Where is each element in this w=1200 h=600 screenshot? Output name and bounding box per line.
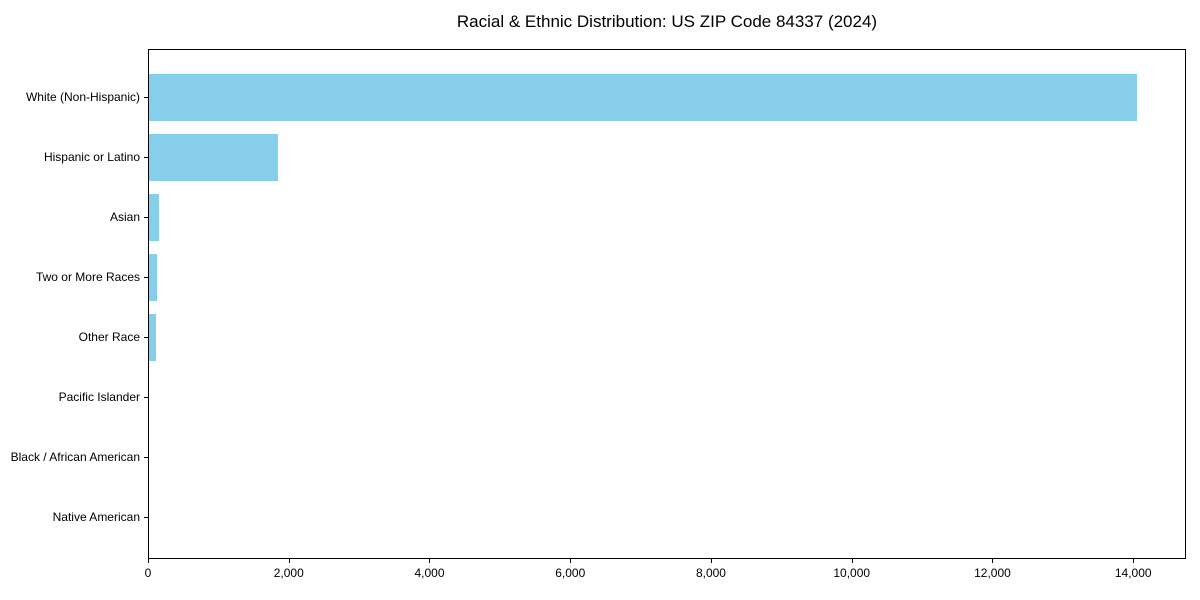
- y-axis-label: Pacific Islander: [58, 389, 140, 404]
- y-tick-mark: [144, 456, 148, 458]
- x-tick-label: 2,000: [273, 566, 304, 580]
- x-tick-mark: [148, 559, 149, 563]
- y-axis-label: Two or More Races: [35, 269, 140, 284]
- x-tick-label: 0: [144, 566, 152, 580]
- plot-area: [148, 49, 1186, 559]
- x-tick-label: 10,000: [833, 566, 871, 580]
- bar: [149, 254, 158, 301]
- y-axis-label: Black / African American: [10, 449, 140, 464]
- x-tick-label: 4,000: [414, 566, 445, 580]
- y-tick-mark: [144, 396, 148, 398]
- bar: [149, 194, 159, 241]
- x-tick-label: 6,000: [555, 566, 586, 580]
- x-tick-mark: [992, 559, 994, 563]
- x-tick-label: 14,000: [1114, 566, 1152, 580]
- y-axis-label: Other Race: [78, 329, 140, 344]
- y-axis-label: Asian: [109, 209, 140, 224]
- y-axis-label: Native American: [52, 509, 140, 524]
- y-tick-mark: [144, 96, 148, 98]
- x-tick-mark: [288, 559, 290, 563]
- x-tick-label: 8,000: [695, 566, 726, 580]
- chart-title: Racial & Ethnic Distribution: US ZIP Cod…: [456, 12, 878, 31]
- bar: [149, 314, 157, 361]
- y-tick-mark: [144, 516, 148, 518]
- x-tick-mark: [570, 559, 572, 563]
- x-tick-mark: [429, 559, 431, 563]
- y-tick-mark: [144, 216, 148, 218]
- y-tick-mark: [144, 336, 148, 338]
- bar: [149, 134, 278, 181]
- y-tick-mark: [144, 156, 148, 158]
- y-axis-label: Hispanic or Latino: [43, 149, 140, 164]
- x-tick-label: 12,000: [974, 566, 1011, 580]
- x-tick-mark: [710, 559, 712, 563]
- x-tick-mark: [1133, 559, 1135, 563]
- bar: [149, 74, 1138, 121]
- y-tick-mark: [144, 276, 148, 278]
- y-axis-label: White (Non-Hispanic): [25, 89, 140, 104]
- x-tick-mark: [851, 559, 853, 563]
